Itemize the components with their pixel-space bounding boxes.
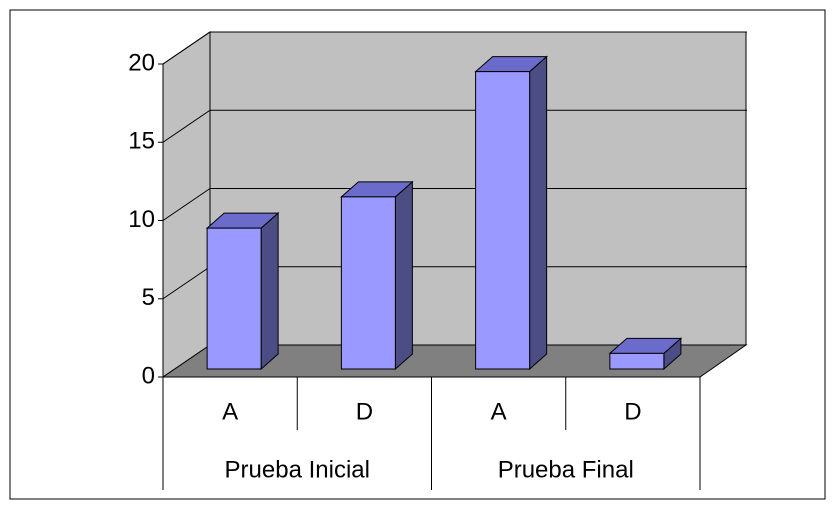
grid-line <box>162 109 211 143</box>
y-tick-label: 10 <box>128 206 155 233</box>
y-tick-label: 5 <box>142 284 155 311</box>
x-tick-label: A <box>491 398 507 425</box>
x-tick-label: D <box>356 398 373 425</box>
x-tick-label: A <box>222 398 238 425</box>
y-tick-label: 15 <box>128 128 155 155</box>
bar <box>474 55 548 371</box>
bar-face <box>206 227 262 370</box>
bar-face <box>475 71 531 370</box>
bar-face <box>609 352 665 370</box>
bar-face <box>394 180 413 371</box>
bar <box>608 337 683 371</box>
bar-face <box>529 55 548 371</box>
grid-line <box>162 31 211 65</box>
bar <box>340 180 414 371</box>
y-tick-label: 0 <box>142 362 155 389</box>
y-tick-label: 20 <box>128 49 155 76</box>
x-tick-label: D <box>624 398 641 425</box>
bar-face <box>340 196 396 370</box>
bar-face <box>260 212 279 371</box>
bar <box>205 212 280 371</box>
grid-line <box>162 188 211 221</box>
group-label: Prueba Inicial <box>225 456 370 483</box>
group-label: Prueba Final <box>498 456 634 483</box>
grid-line <box>162 266 211 300</box>
